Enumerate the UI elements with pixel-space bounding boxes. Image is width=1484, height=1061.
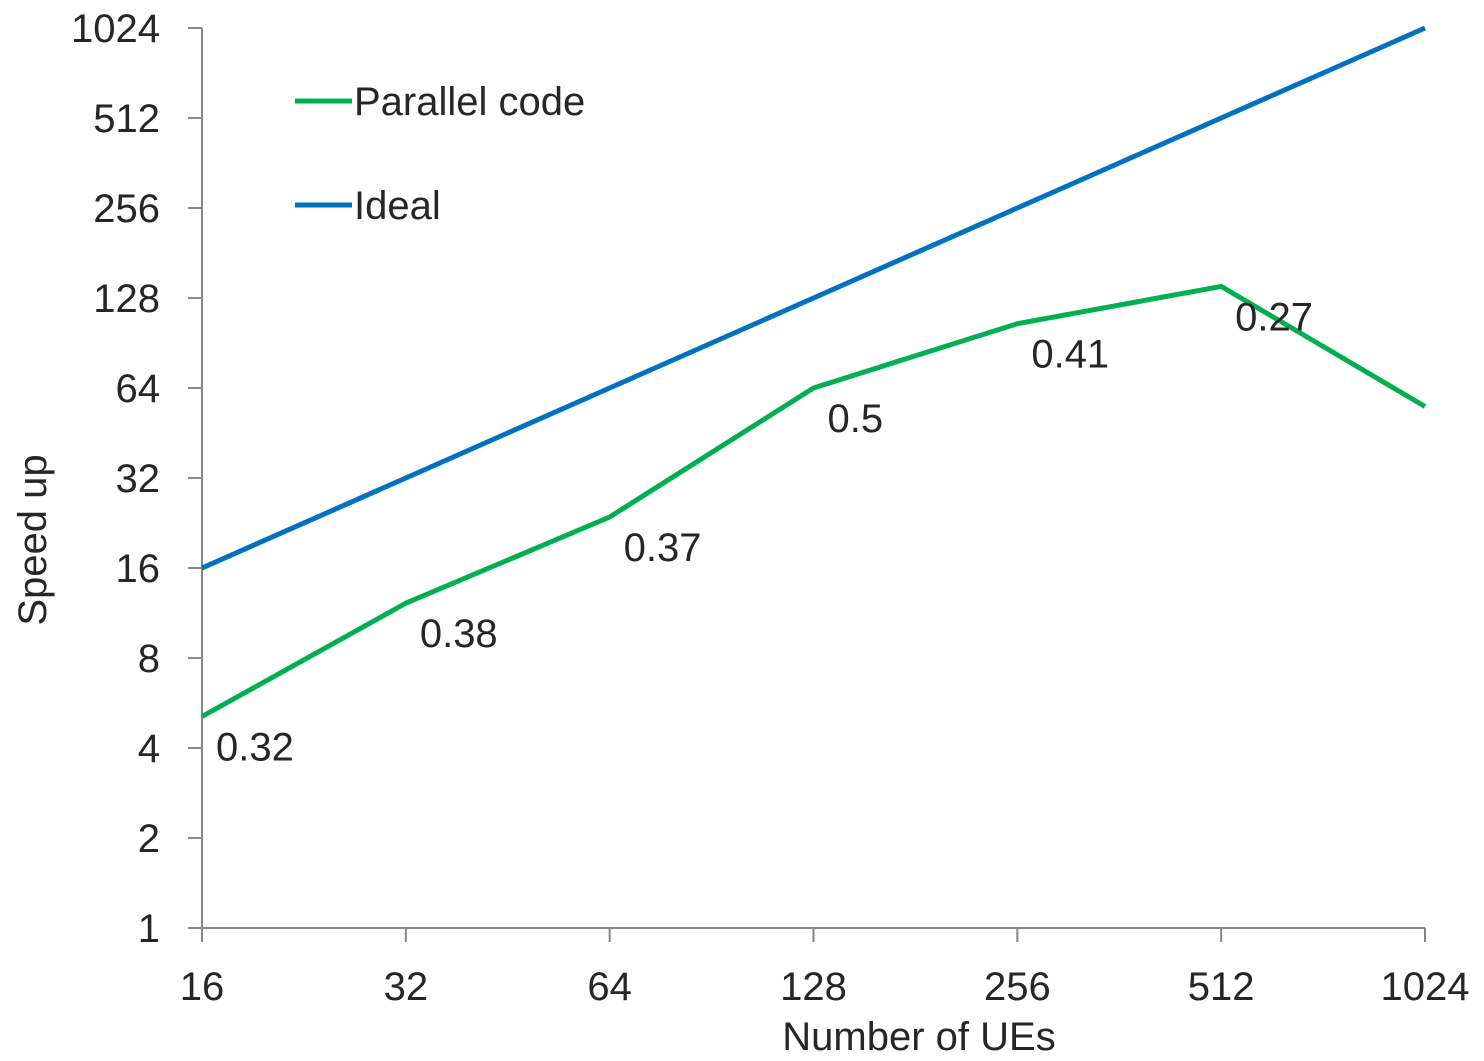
y-axis-title: Speed up	[11, 454, 55, 625]
x-tick-label: 256	[984, 965, 1051, 1009]
axes: 1 2 4 8 16 32 64 128 256 512 1024 16 32 64 128 256 512 10…	[71, 7, 1469, 1009]
data-labels: 0.32 0.38 0.37 0.5 0.41 0.27	[216, 295, 1313, 769]
y-tick-label: 1	[138, 907, 160, 951]
y-tick-label: 256	[93, 187, 160, 231]
y-tick-label: 4	[138, 727, 160, 771]
y-tick-label: 2	[138, 817, 160, 861]
y-tick-label: 32	[116, 457, 161, 501]
x-tick-label: 512	[1188, 965, 1255, 1009]
legend: Parallel code Ideal	[295, 80, 585, 228]
data-label: 0.37	[624, 526, 702, 570]
data-label: 0.5	[828, 397, 884, 441]
legend-label: Ideal	[354, 184, 441, 228]
data-label: 0.41	[1031, 333, 1109, 377]
y-tick-label: 8	[138, 637, 160, 681]
y-tick-label: 16	[116, 547, 161, 591]
x-tick-label: 1024	[1381, 965, 1470, 1009]
x-tick-label: 64	[587, 965, 632, 1009]
y-tick-label: 64	[116, 367, 161, 411]
data-label: 0.38	[420, 612, 498, 656]
y-tick-label: 128	[93, 277, 160, 321]
legend-label: Parallel code	[354, 80, 585, 124]
x-tick-label: 16	[180, 965, 225, 1009]
series-line-parallel-code	[200, 283, 1427, 719]
y-tick-label: 1024	[71, 7, 160, 51]
y-tick-label: 512	[93, 97, 160, 141]
x-axis-title: Number of UEs	[782, 1015, 1055, 1059]
series-lines	[200, 25, 1427, 719]
data-label: 0.27	[1235, 295, 1313, 339]
x-tick-label: 128	[780, 965, 847, 1009]
data-label: 0.32	[216, 725, 294, 769]
x-tick-label: 32	[384, 965, 429, 1009]
